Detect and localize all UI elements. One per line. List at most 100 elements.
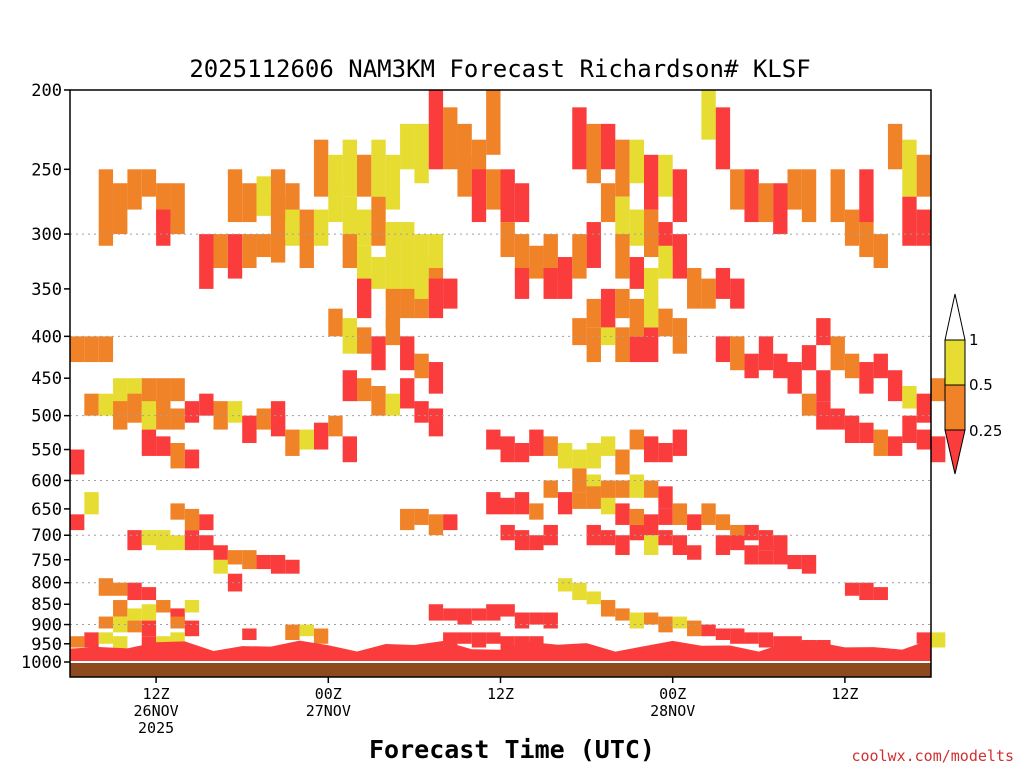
- heatmap-cell: [902, 139, 917, 197]
- x-tick-label: 12Z: [831, 685, 858, 703]
- x-axis-label: Forecast Time (UTC): [369, 735, 655, 764]
- heatmap-cell: [859, 362, 874, 394]
- heatmap-cell: [385, 393, 401, 416]
- x-tick-label: 26NOV: [134, 702, 179, 720]
- heatmap-cell: [170, 378, 185, 402]
- heatmap-cell: [184, 401, 200, 423]
- heatmap-cell: [471, 632, 487, 648]
- heatmap-cell: [500, 169, 515, 223]
- x-tick-label: 28NOV: [650, 702, 695, 720]
- heatmap-cell: [844, 209, 860, 246]
- heatmap-cell: [672, 503, 688, 525]
- y-tick-label: 500: [31, 407, 62, 427]
- heatmap-cell: [299, 429, 314, 450]
- x-tick-label: 2025: [138, 719, 174, 737]
- heatmap-cell: [687, 545, 702, 560]
- heatmap-cell: [615, 449, 630, 475]
- heatmap-cell: [357, 378, 372, 402]
- heatmap-cell: [873, 353, 888, 379]
- heatmap-cell: [256, 176, 271, 216]
- heatmap-cell: [600, 183, 616, 223]
- heatmap-cell: [256, 234, 271, 258]
- heatmap-cell: [744, 169, 759, 223]
- heatmap-cell: [428, 604, 444, 621]
- x-tick-label: 00Z: [315, 685, 342, 703]
- heatmap-cell: [486, 632, 501, 644]
- heatmap-cell: [744, 545, 759, 565]
- heatmap-cell: [730, 628, 745, 644]
- heatmap-cell: [529, 429, 544, 456]
- y-tick-label: 450: [31, 369, 62, 389]
- heatmap-cell: [644, 612, 659, 625]
- heatmap-cell: [801, 345, 817, 371]
- heatmap-cell: [572, 318, 587, 346]
- heatmap-cell: [801, 554, 817, 574]
- heatmap-cell: [816, 318, 831, 346]
- heatmap-cell: [744, 632, 759, 644]
- heatmap-cell: [916, 209, 931, 246]
- heatmap-cell: [615, 234, 630, 279]
- heatmap-cell: [371, 336, 386, 371]
- colorbar-label: 0.5: [969, 376, 993, 394]
- heatmap-cell: [600, 600, 616, 617]
- heatmap-cell: [931, 436, 946, 463]
- heatmap-cell: [213, 234, 228, 268]
- heatmap-cell: [98, 578, 114, 596]
- heatmap-cell: [629, 257, 644, 289]
- heatmap-cell: [543, 436, 558, 456]
- heatmap-cell: [629, 612, 644, 629]
- heatmap-cell: [902, 196, 917, 246]
- heatmap-cell: [830, 336, 845, 371]
- heatmap-cell: [428, 362, 444, 394]
- heatmap-cell: [629, 298, 644, 337]
- heatmap-cell: [428, 90, 444, 170]
- heatmap-cell: [801, 393, 817, 416]
- colorbar-bottom-arrow: [944, 429, 966, 475]
- heatmap-cell: [227, 234, 243, 279]
- heatmap-cell: [644, 436, 659, 463]
- heatmap-cell: [514, 183, 530, 223]
- heatmap-cell: [730, 535, 745, 551]
- heatmap-cell: [658, 508, 673, 525]
- y-tick-label: 900: [31, 616, 62, 636]
- colorbar-label: 1: [969, 331, 979, 349]
- heatmap-cell: [428, 278, 444, 319]
- heatmap-cell: [357, 154, 372, 197]
- heatmap-cell: [715, 535, 731, 555]
- heatmap-cell: [644, 327, 659, 363]
- y-tick-label: 300: [31, 225, 62, 245]
- heatmap-cell: [615, 480, 630, 498]
- heatmap-cell: [242, 628, 257, 641]
- heatmap-cell: [629, 508, 644, 525]
- heatmap-cell: [242, 183, 257, 223]
- heatmap-cell: [328, 308, 343, 337]
- heatmap-cell: [916, 632, 931, 644]
- heatmap-cell: [773, 545, 788, 565]
- heatmap-cell: [127, 608, 142, 621]
- heatmap-cell: [70, 636, 85, 648]
- heatmap-cell: [156, 209, 171, 246]
- heatmap-cell: [170, 535, 185, 551]
- heatmap-cell: [285, 559, 300, 574]
- heatmap-cell: [84, 336, 99, 363]
- heatmap-cell: [156, 530, 171, 551]
- heatmap-cell: [529, 612, 544, 625]
- colorbar-top-arrow: [944, 293, 966, 341]
- heatmap-cell: [385, 318, 401, 346]
- heatmap-cell: [586, 327, 601, 363]
- cells-layer: [70, 90, 946, 655]
- heatmap-cell: [98, 393, 114, 416]
- y-tick-label: 250: [31, 160, 62, 180]
- y-tick-label: 200: [31, 81, 62, 101]
- heatmap-cell: [557, 443, 573, 469]
- heatmap-cell: [586, 443, 601, 469]
- heatmap-cell: [98, 169, 114, 246]
- colorbar-segment: [944, 384, 966, 431]
- heatmap-cell: [400, 288, 415, 319]
- y-tick-label: 1000: [21, 653, 62, 673]
- heatmap-cell: [84, 632, 99, 648]
- heatmap-cell: [572, 468, 587, 493]
- heatmap-cell: [572, 582, 587, 601]
- heatmap-cell: [113, 401, 128, 430]
